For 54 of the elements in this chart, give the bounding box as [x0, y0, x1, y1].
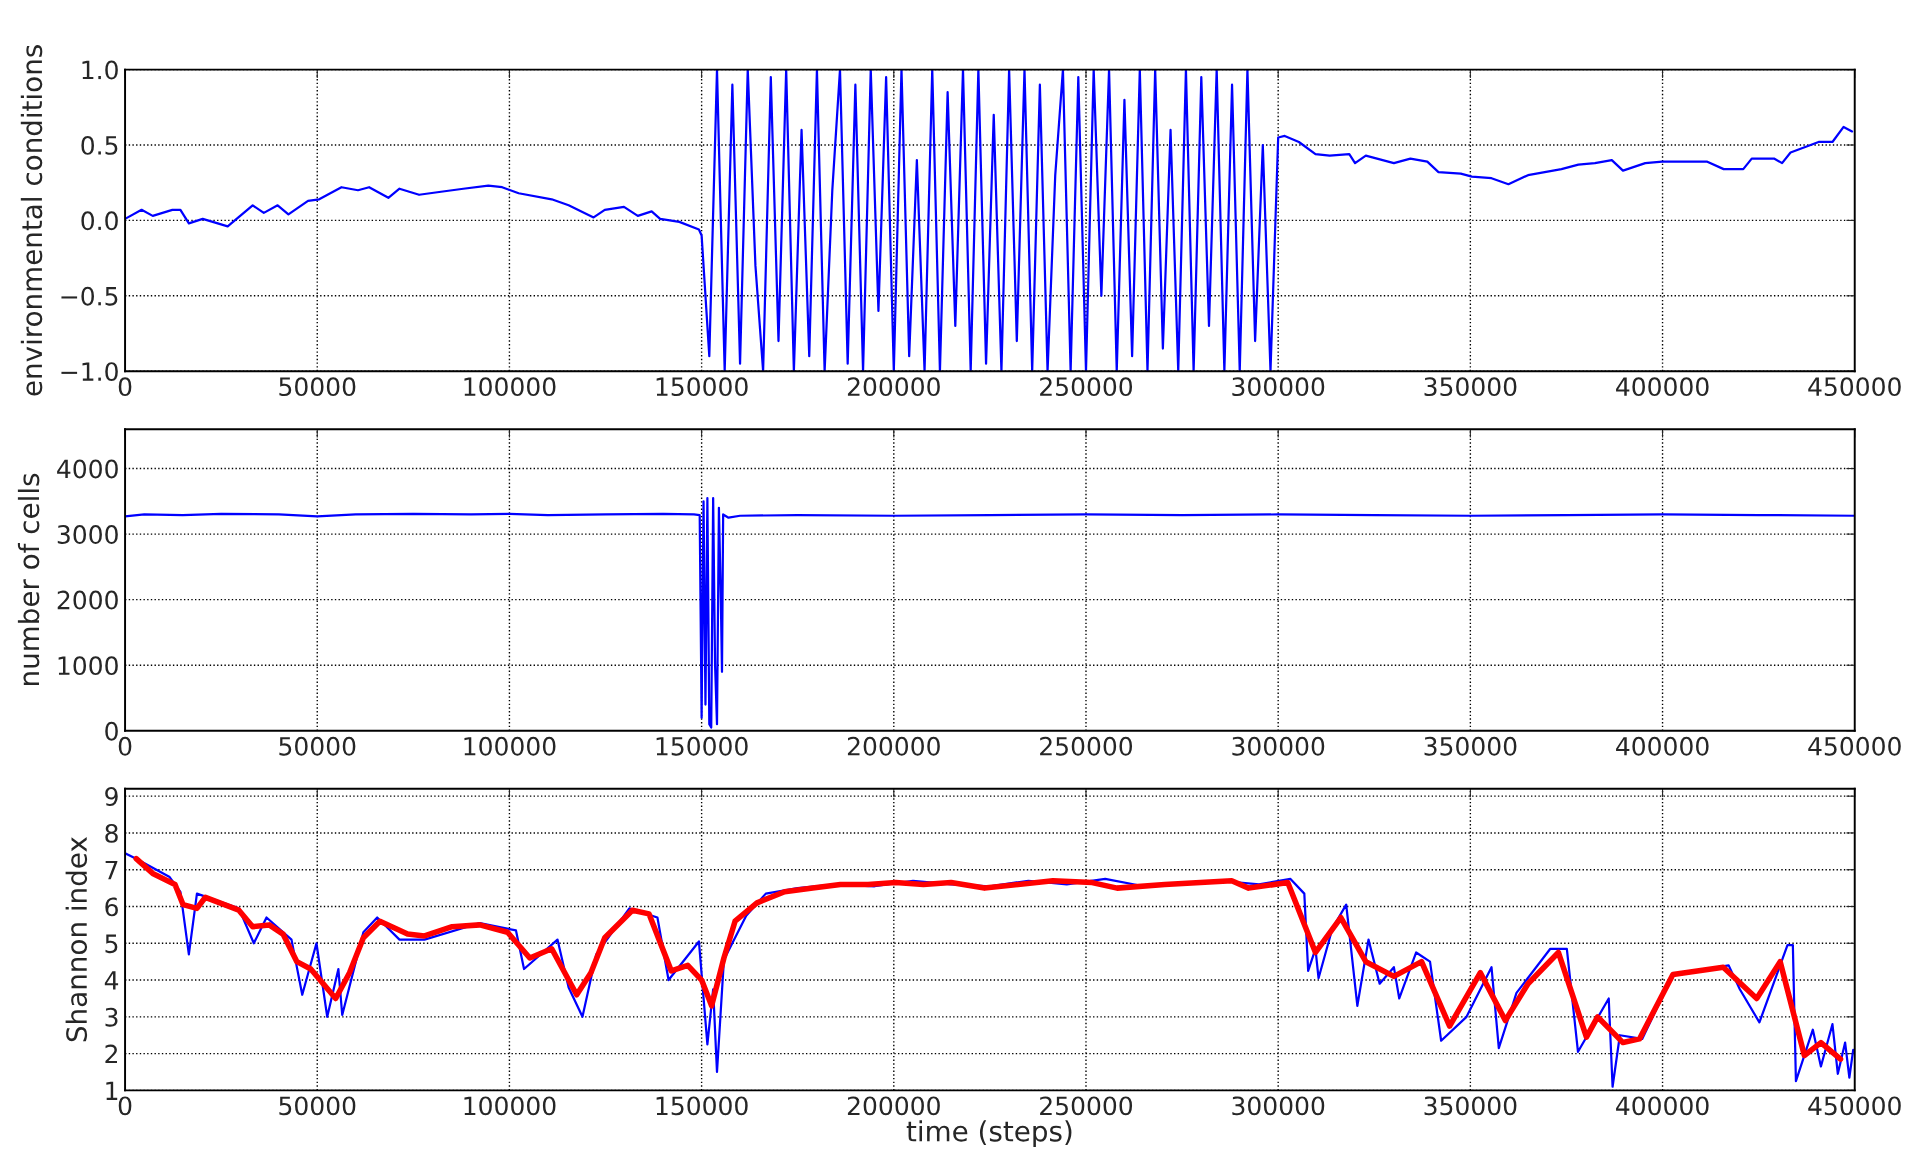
y-tick-label: 2 — [105, 1044, 117, 1064]
x-tick-label: 200000 — [847, 1096, 940, 1116]
x-tick-label: 450000 — [1808, 736, 1901, 756]
x-tick-label: 250000 — [1040, 377, 1133, 397]
x-tick-label: 250000 — [1040, 1096, 1133, 1116]
x-tick-label: 450000 — [1808, 377, 1901, 397]
y-tick-label: 0.0 — [81, 211, 118, 231]
x-tick-label: 0 — [118, 736, 132, 756]
y-tick-label: 3000 — [57, 525, 118, 544]
y-tick-label: 1 — [106, 1081, 118, 1100]
x-tick-label: 350000 — [1424, 736, 1517, 756]
x-tick-label: 50000 — [279, 736, 356, 756]
x-tick-label: 50000 — [279, 1096, 356, 1116]
y-tick-label: 8 — [105, 823, 118, 843]
x-tick-label: 100000 — [464, 736, 556, 756]
x-tick-label: 400000 — [1616, 1096, 1709, 1116]
x-tick-label: 450000 — [1808, 1096, 1901, 1116]
x-tick-label: 50000 — [279, 377, 356, 397]
y-tick-label: 1000 — [58, 656, 118, 676]
x-tick-label: 400000 — [1616, 736, 1709, 756]
y-tick-label: 2000 — [57, 590, 118, 610]
line-series — [125, 69, 1854, 372]
x-tick-label: 0 — [118, 1096, 132, 1116]
x-tick-label: 400000 — [1616, 377, 1709, 397]
y-axis-title: number of cells — [17, 473, 40, 686]
y-axis-title: Shannon index — [65, 837, 88, 1042]
x-tick-label: 250000 — [1040, 736, 1133, 756]
y-tick-label: 4 — [104, 971, 119, 990]
x-tick-label: 300000 — [1232, 1096, 1325, 1116]
y-tick-label: 5 — [105, 934, 118, 954]
y-tick-label: 0.5 — [81, 135, 118, 155]
y-tick-label: −1.0 — [61, 362, 118, 382]
y-tick-label: 3 — [105, 1007, 118, 1027]
x-tick-label: 300000 — [1232, 377, 1325, 397]
x-axis-title: time (steps) — [906, 1120, 1072, 1148]
y-tick-label: −0.5 — [61, 286, 118, 306]
x-tick-label: 150000 — [656, 1096, 748, 1116]
y-tick-label: 0 — [105, 721, 118, 741]
y-tick-label: 4000 — [57, 459, 118, 479]
x-tick-label: 200000 — [847, 736, 940, 756]
x-tick-label: 350000 — [1424, 377, 1517, 397]
x-tick-label: 0 — [118, 377, 132, 397]
y-tick-label: 7 — [105, 860, 118, 880]
y-tick-label: 1.0 — [82, 60, 118, 80]
x-tick-label: 300000 — [1232, 736, 1325, 756]
x-tick-label: 100000 — [464, 377, 556, 397]
x-tick-label: 100000 — [464, 1096, 556, 1116]
y-axis-title: environmental conditions — [20, 45, 43, 396]
x-tick-label: 200000 — [847, 377, 940, 397]
y-tick-label: 6 — [105, 897, 118, 917]
y-tick-label: 9 — [105, 787, 118, 807]
x-tick-label: 150000 — [656, 736, 748, 756]
x-tick-label: 150000 — [656, 377, 748, 397]
x-tick-label: 350000 — [1424, 1096, 1517, 1116]
